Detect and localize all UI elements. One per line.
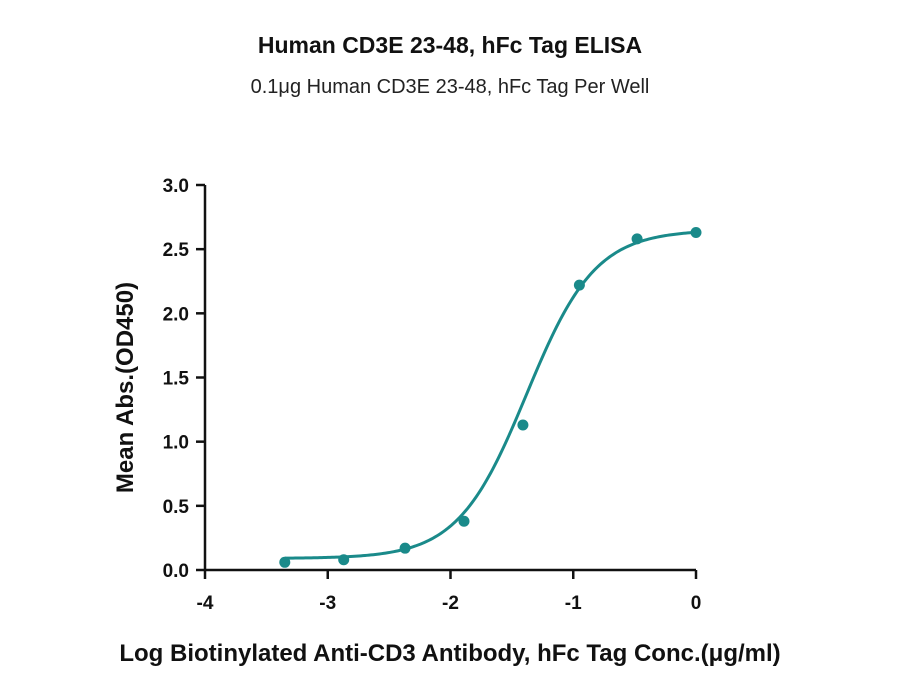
chart-title: Human CD3E 23-48, hFc Tag ELISA: [257, 32, 643, 58]
y-tick-label: 2.0: [163, 304, 189, 325]
y-axis-ticks: 0.0 0.5 1.0 1.5 2.0 2.5 3.0: [163, 176, 205, 582]
chart-subtitle: 0.1μg Human CD3E 23-48, hFc Tag Per Well: [250, 76, 650, 98]
data-point: [517, 419, 529, 431]
x-tick-label: -3: [319, 593, 336, 614]
data-point: [631, 233, 643, 245]
data-point: [399, 542, 411, 554]
axes: [203, 185, 696, 572]
fit-curve: [284, 230, 697, 560]
x-axis-ticks: -4 -3 -2 -1 0: [197, 570, 702, 614]
data-point: [279, 556, 291, 568]
x-tick-label: -2: [442, 593, 459, 614]
x-tick-label: -4: [197, 593, 214, 614]
data-point: [458, 515, 470, 527]
y-tick-label: 2.5: [163, 240, 190, 261]
y-tick-label: 1.5: [163, 369, 190, 390]
data-point: [690, 226, 702, 238]
x-axis-title: Log Biotinylated Anti-CD3 Antibody, hFc …: [119, 640, 780, 667]
y-tick-label: 0.5: [163, 497, 190, 518]
data-point: [573, 279, 585, 291]
data-points: [279, 226, 702, 568]
y-axis-title: Mean Abs.(OD450): [112, 282, 139, 493]
y-tick-label: 0.0: [163, 561, 189, 582]
y-tick-label: 1.0: [163, 433, 189, 454]
data-point: [338, 554, 350, 566]
x-tick-label: -1: [565, 593, 582, 614]
y-tick-label: 3.0: [163, 176, 189, 197]
x-tick-label: 0: [691, 593, 702, 614]
